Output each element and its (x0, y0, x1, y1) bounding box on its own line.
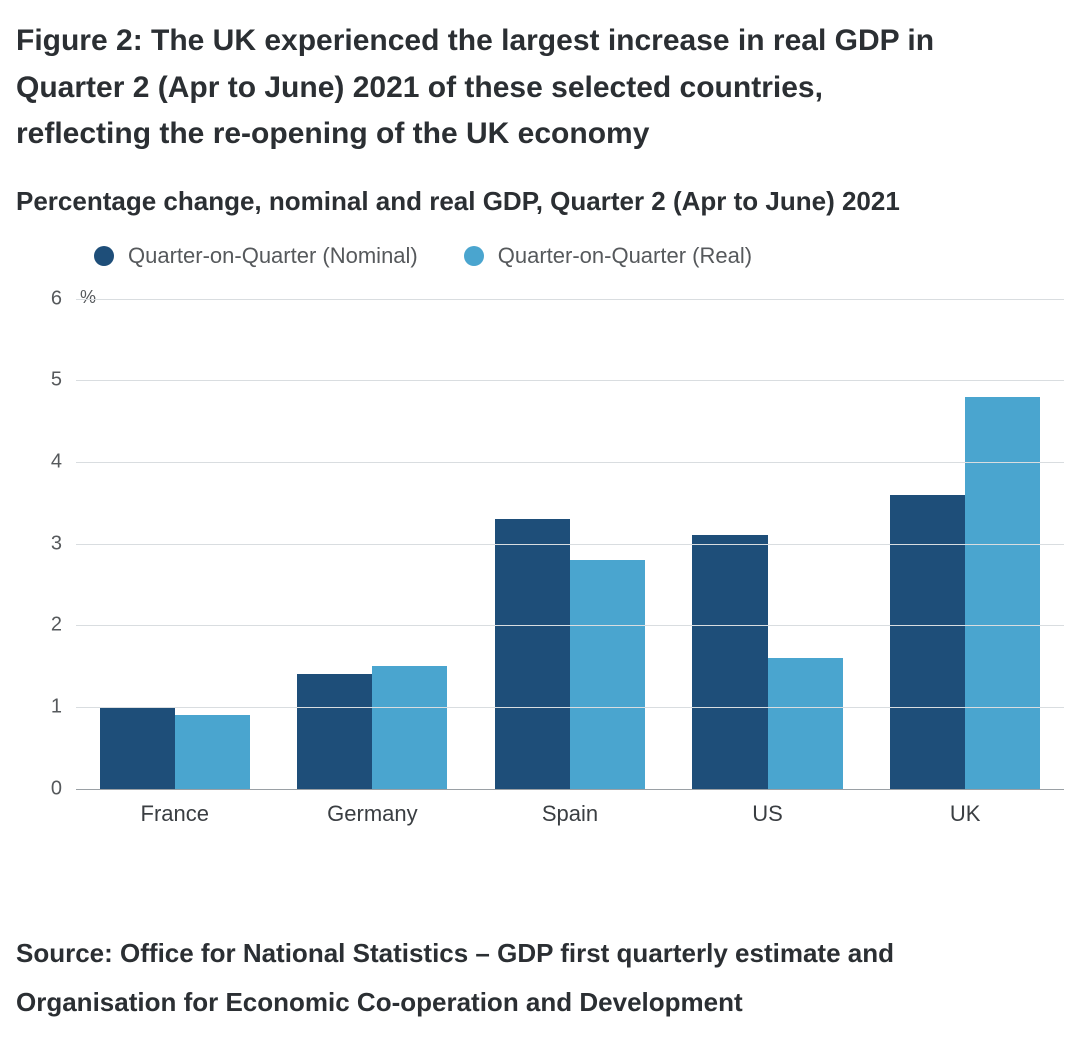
gridline (76, 299, 1064, 300)
plot-area: FranceGermanySpainUSUK 0123456 (76, 299, 1064, 789)
bar (495, 519, 570, 789)
x-tick-label: Spain (471, 789, 669, 827)
bar (890, 495, 965, 789)
figure-title: Figure 2: The UK experienced the largest… (16, 18, 956, 158)
legend-item: Quarter-on-Quarter (Real) (464, 243, 752, 269)
y-tick-label: 0 (51, 777, 76, 800)
x-tick-label: Germany (274, 789, 472, 827)
bar (965, 397, 1040, 789)
bar (768, 658, 843, 789)
gridline (76, 462, 1064, 463)
gridline (76, 380, 1064, 381)
bar (175, 715, 250, 789)
figure-container: Figure 2: The UK experienced the largest… (0, 0, 1080, 1057)
y-tick-label: 3 (51, 532, 76, 555)
legend-label: Quarter-on-Quarter (Nominal) (128, 243, 418, 269)
source-text: Source: Office for National Statistics –… (16, 929, 976, 1028)
chart: % FranceGermanySpainUSUK 0123456 (16, 279, 1064, 839)
bar (297, 674, 372, 788)
bar (372, 666, 447, 789)
legend-label: Quarter-on-Quarter (Real) (498, 243, 752, 269)
y-tick-label: 1 (51, 695, 76, 718)
x-tick-label: US (669, 789, 867, 827)
bar (692, 535, 767, 788)
legend-dot-icon (464, 246, 484, 266)
bar (570, 560, 645, 789)
gridline (76, 544, 1064, 545)
y-tick-label: 2 (51, 614, 76, 637)
x-tick-label: UK (866, 789, 1064, 827)
gridline (76, 707, 1064, 708)
figure-subtitle: Percentage change, nominal and real GDP,… (16, 186, 1064, 217)
legend-item: Quarter-on-Quarter (Nominal) (94, 243, 418, 269)
legend: Quarter-on-Quarter (Nominal) Quarter-on-Q… (94, 243, 1064, 269)
y-tick-label: 4 (51, 450, 76, 473)
y-tick-label: 5 (51, 369, 76, 392)
baseline (76, 789, 1064, 790)
x-tick-label: France (76, 789, 274, 827)
gridline (76, 625, 1064, 626)
legend-dot-icon (94, 246, 114, 266)
bar (100, 707, 175, 789)
y-tick-label: 6 (51, 287, 76, 310)
